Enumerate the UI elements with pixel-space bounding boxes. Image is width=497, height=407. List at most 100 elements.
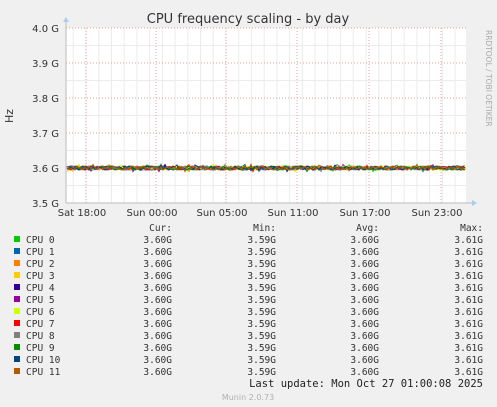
- legend-swatch: [14, 284, 20, 290]
- legend-swatch: [14, 308, 20, 314]
- legend-value: 3.61G: [454, 367, 483, 378]
- legend-swatch: [14, 344, 20, 350]
- y-tick-label: 3.9 G: [32, 59, 59, 70]
- legend-series-name: CPU 11: [26, 367, 61, 378]
- y-axis-ticks: 4.0 G 3.9 G 3.8 G 3.7 G 3.6 G 3.5 G: [32, 24, 59, 210]
- chart-title: CPU frequency scaling - by day: [147, 12, 350, 27]
- series-line-cpu-11: [66, 163, 466, 173]
- axes: [63, 17, 477, 206]
- legend-value: 3.60G: [143, 367, 172, 378]
- legend-swatch: [14, 368, 20, 374]
- x-tick-label: Sun 17:00: [339, 208, 390, 219]
- legend-swatch: [14, 320, 20, 326]
- legend-series-name: CPU 6: [26, 307, 55, 318]
- legend-value: 3.60G: [350, 259, 379, 270]
- legend-value: 3.60G: [143, 319, 172, 330]
- rrdtool-side-label: RRDTOOL / TOBI OETIKER: [484, 30, 493, 127]
- legend-series-name: CPU 9: [26, 343, 55, 354]
- legend-value: 3.59G: [247, 283, 276, 294]
- y-tick-label: 3.6 G: [32, 164, 59, 175]
- y-axis-arrow-icon: [63, 17, 69, 22]
- legend-value: 3.59G: [247, 295, 276, 306]
- legend-swatch: [14, 272, 20, 278]
- legend-swatch: [14, 236, 20, 242]
- legend-value: 3.61G: [454, 235, 483, 246]
- series-lines: [66, 162, 466, 173]
- legend-value: 3.60G: [143, 307, 172, 318]
- legend-value: 3.61G: [454, 331, 483, 342]
- legend-value: 3.59G: [247, 235, 276, 246]
- legend-series-name: CPU 1: [26, 247, 55, 258]
- legend-value: 3.60G: [350, 367, 379, 378]
- legend-value: 3.60G: [350, 319, 379, 330]
- legend-value: 3.61G: [454, 259, 483, 270]
- x-axis-arrow-icon: [472, 200, 477, 206]
- legend-value: 3.60G: [350, 235, 379, 246]
- munin-version-footer: Munin 2.0.73: [222, 393, 274, 402]
- legend-series-name: CPU 10: [26, 355, 61, 366]
- legend-value: 3.60G: [350, 271, 379, 282]
- legend-header: Cur:: [149, 223, 172, 234]
- legend-series-name: CPU 5: [26, 295, 55, 306]
- grid-lines: [66, 27, 466, 203]
- legend-value: 3.60G: [350, 355, 379, 366]
- y-tick-label: 3.7 G: [32, 129, 59, 140]
- legend-header: Min:: [253, 223, 276, 234]
- legend-series-name: CPU 0: [26, 235, 55, 246]
- series-line-cpu-5: [66, 163, 466, 173]
- x-tick-label: Sun 05:00: [196, 208, 247, 219]
- legend-value: 3.60G: [143, 331, 172, 342]
- y-tick-label: 3.8 G: [32, 94, 59, 105]
- legend-value: 3.59G: [247, 367, 276, 378]
- legend-value: 3.59G: [247, 331, 276, 342]
- legend-value: 3.60G: [143, 355, 172, 366]
- y-tick-label: 4.0 G: [32, 24, 59, 35]
- legend-series-name: CPU 7: [26, 319, 55, 330]
- last-update-text: Last update: Mon Oct 27 01:00:08 2025: [249, 378, 483, 390]
- legend-value: 3.59G: [247, 247, 276, 258]
- legend-swatch: [14, 296, 20, 302]
- legend-value: 3.60G: [143, 295, 172, 306]
- legend-swatch: [14, 356, 20, 362]
- x-tick-label: Sun 11:00: [267, 208, 318, 219]
- legend-series-name: CPU 2: [26, 259, 55, 270]
- legend-value: 3.60G: [143, 271, 172, 282]
- legend: Cur: Min: Avg: Max: CPU 0 3.60G 3.59G 3.60G 3.61…: [14, 223, 483, 378]
- legend-value: 3.60G: [350, 331, 379, 342]
- legend-value: 3.61G: [454, 343, 483, 354]
- legend-swatch: [14, 248, 20, 254]
- legend-value: 3.59G: [247, 343, 276, 354]
- legend-value: 3.61G: [454, 295, 483, 306]
- legend-value: 3.60G: [350, 247, 379, 258]
- x-axis-ticks: Sat 18:00 Sun 00:00 Sun 05:00 Sun 11:00 Sun …: [58, 208, 463, 219]
- legend-value: 3.59G: [247, 271, 276, 282]
- legend-value: 3.60G: [143, 247, 172, 258]
- legend-value: 3.60G: [350, 295, 379, 306]
- legend-value: 3.60G: [350, 283, 379, 294]
- legend-swatch: [14, 332, 20, 338]
- legend-value: 3.59G: [247, 319, 276, 330]
- legend-header: Max:: [460, 223, 483, 234]
- legend-series-name: CPU 4: [26, 283, 55, 294]
- x-tick-label: Sun 23:00: [411, 208, 462, 219]
- legend-swatch: [14, 260, 20, 266]
- legend-value: 3.60G: [143, 235, 172, 246]
- y-axis-label: Hz: [3, 109, 16, 123]
- y-tick-label: 3.5 G: [32, 199, 59, 210]
- legend-value: 3.61G: [454, 283, 483, 294]
- legend-value: 3.60G: [350, 343, 379, 354]
- legend-value: 3.59G: [247, 259, 276, 270]
- legend-value: 3.61G: [454, 355, 483, 366]
- legend-value: 3.60G: [143, 259, 172, 270]
- legend-value: 3.59G: [247, 307, 276, 318]
- legend-value: 3.61G: [454, 247, 483, 258]
- legend-value: 3.60G: [350, 307, 379, 318]
- legend-value: 3.59G: [247, 355, 276, 366]
- legend-value: 3.60G: [143, 343, 172, 354]
- legend-value: 3.61G: [454, 271, 483, 282]
- x-tick-label: Sun 00:00: [126, 208, 177, 219]
- legend-series-name: CPU 3: [26, 271, 55, 282]
- x-tick-label: Sat 18:00: [58, 208, 106, 219]
- legend-header: Avg:: [356, 223, 379, 234]
